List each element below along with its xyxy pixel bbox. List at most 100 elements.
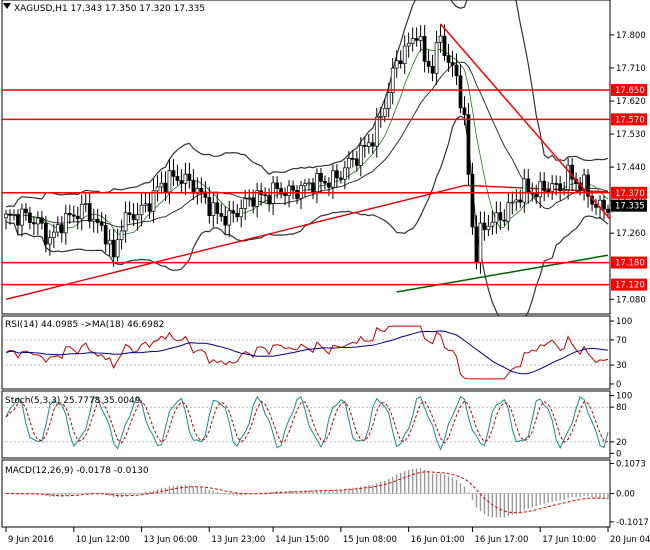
oscillator-line <box>5 395 609 451</box>
candle-body <box>394 60 399 69</box>
panel-frame <box>1 390 611 459</box>
candle-body <box>187 173 192 181</box>
candle-body <box>398 60 403 65</box>
main-price-panel[interactable]: 17.80017.71017.62017.53017.44017.35017.2… <box>1 0 647 321</box>
candle-body <box>235 212 240 218</box>
macd-panel[interactable]: 0.1073 0.00 -0.1017 <box>1 459 649 528</box>
candle-body <box>28 212 32 223</box>
candle-body <box>75 215 80 220</box>
candle-body <box>331 170 335 188</box>
candle-body <box>263 194 267 197</box>
candle-body <box>362 144 367 147</box>
candle-body <box>87 203 92 222</box>
x-axis-tick-label: 15 Jun 08:00 <box>343 535 397 545</box>
candle-body <box>247 197 252 200</box>
candle-body <box>303 183 307 187</box>
candle-body <box>191 179 196 194</box>
candle-body <box>466 114 471 175</box>
candle-body <box>402 45 407 65</box>
candle-body <box>95 218 100 223</box>
main-panel-title: XAGUSD,H1 17.343 17.350 17.320 17.335 <box>14 4 205 14</box>
candle-body <box>418 36 423 41</box>
x-axis-tick-label: 10 Jun 12:00 <box>76 535 130 545</box>
candle-body <box>554 183 559 185</box>
candle-body <box>219 213 224 217</box>
candle-body <box>510 201 515 204</box>
candle-body <box>454 64 459 77</box>
oscillator-line <box>5 325 609 380</box>
signal-line <box>5 330 609 375</box>
candle-body <box>414 38 419 41</box>
candle-body <box>167 170 172 193</box>
candle-body <box>67 213 72 216</box>
bollinger-middle-line <box>5 61 609 228</box>
level-price-tag <box>611 186 647 199</box>
candle-body <box>526 178 531 193</box>
candle-body <box>36 217 40 225</box>
y-axis-tick-label: -0.1017 <box>616 518 649 528</box>
candle-body <box>4 213 8 219</box>
slow-moving-average <box>5 184 609 300</box>
candle-body <box>295 189 299 199</box>
candle-body <box>514 199 519 203</box>
y-axis-tick-label: 70 <box>616 336 627 346</box>
candle-body <box>339 177 343 180</box>
candle-body <box>450 62 455 66</box>
x-axis-tick-label: 16 Jun 01:00 <box>411 535 465 545</box>
candle-body <box>131 214 136 221</box>
candle-body <box>311 182 315 193</box>
dropdown-triangle-icon[interactable] <box>3 3 11 9</box>
candle-body <box>566 164 570 190</box>
y-axis-tick-label: 30 <box>616 361 627 371</box>
panel-frame <box>1 0 611 315</box>
candle-body <box>291 185 295 191</box>
x-axis-tick-label: 13 Jun 06:00 <box>144 535 198 545</box>
candle-body <box>179 180 184 184</box>
y-axis-tick-label: 100 <box>616 392 632 402</box>
x-axis-tick-label: 14 Jun 15:00 <box>275 535 329 545</box>
candle-body <box>562 189 566 192</box>
candle-body <box>542 180 547 191</box>
candle-body <box>378 115 383 118</box>
candle-body <box>426 60 431 67</box>
candle-body <box>586 174 590 197</box>
candle-body <box>20 208 24 226</box>
candle-body <box>490 221 495 227</box>
level-price-label: 17.180 <box>615 259 645 269</box>
candle-body <box>24 208 28 214</box>
y-axis-tick-label: 0 <box>616 449 621 459</box>
candle-body <box>343 167 347 180</box>
y-axis-tick-label: 17.800 <box>616 31 646 41</box>
candle-body <box>231 210 236 214</box>
candle-body <box>546 190 551 192</box>
candle-body <box>135 214 140 221</box>
candle-body <box>55 224 60 233</box>
candle-body <box>315 173 319 193</box>
candle-body <box>550 183 555 192</box>
candle-body <box>227 210 232 226</box>
candle-body <box>478 222 483 263</box>
y-axis-tick-label: 17.080 <box>616 295 646 305</box>
candle-body <box>486 225 491 231</box>
candle-body <box>279 188 283 194</box>
candle-body <box>446 55 451 63</box>
candle-body <box>16 214 20 226</box>
candle-body <box>71 214 76 217</box>
candle-body <box>474 226 479 263</box>
candle-body <box>123 212 128 232</box>
y-axis-tick-label: 80 <box>616 403 627 413</box>
candle-body <box>163 182 168 193</box>
y-axis-tick-label: 17.440 <box>616 163 646 173</box>
candle-body <box>606 208 610 213</box>
trendline[interactable] <box>439 23 611 220</box>
candle-body <box>319 173 323 182</box>
candle-body <box>382 108 387 117</box>
candle-body <box>350 158 355 160</box>
candle-body <box>430 65 435 74</box>
rsi-panel[interactable]: 100 70 30 0 <box>1 315 632 390</box>
candle-body <box>119 230 124 241</box>
candle-body <box>48 237 52 245</box>
candle-body <box>159 182 164 188</box>
